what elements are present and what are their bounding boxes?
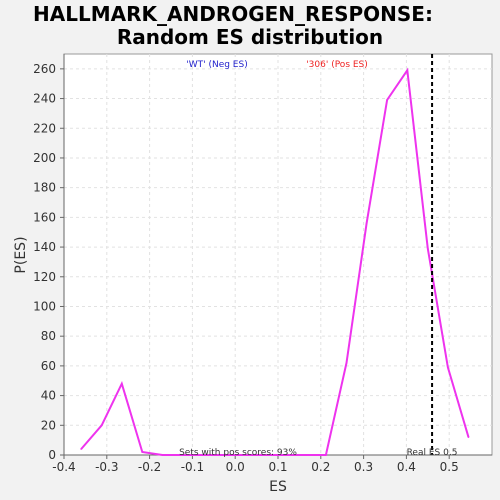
y-tick-label: 40 xyxy=(41,389,56,403)
data-point xyxy=(447,366,449,369)
y-axis-ticks: 0 20 40 60 80 100 120 140 160 180 200 220 240 260 xyxy=(33,62,64,462)
x-axis-label: ES xyxy=(269,479,287,495)
data-point xyxy=(305,454,307,456)
data-point xyxy=(80,448,82,450)
y-tick-label: 120 xyxy=(33,270,56,284)
x-tick-label: -0.1 xyxy=(181,460,204,474)
x-tick-label: 0.1 xyxy=(268,460,287,474)
data-point xyxy=(365,222,368,225)
legend-neg-label: 'WT' (Neg ES) xyxy=(186,60,247,70)
data-point xyxy=(406,69,409,72)
pos-scores-label: Sets with pos scores: 93% xyxy=(179,448,297,458)
y-tick-label: 160 xyxy=(33,210,56,224)
y-tick-label: 240 xyxy=(33,92,56,106)
chart-subtitle: Random ES distribution xyxy=(117,25,383,49)
data-point xyxy=(161,454,164,456)
data-point xyxy=(243,454,246,456)
data-point xyxy=(223,454,225,456)
y-tick-label: 80 xyxy=(41,329,56,343)
y-tick-label: 140 xyxy=(33,240,56,254)
y-axis-label: P(ES) xyxy=(13,236,29,273)
x-tick-label: -0.4 xyxy=(52,460,75,474)
x-tick-label: 0.4 xyxy=(397,460,416,474)
y-tick-label: 60 xyxy=(41,359,56,373)
x-axis-ticks: -0.4 -0.3 -0.2 -0.1 0.0 0.1 0.2 0.3 0.4 0.5 xyxy=(52,455,459,474)
data-point xyxy=(141,451,144,453)
x-tick-label: 0.3 xyxy=(354,460,373,474)
data-point xyxy=(202,454,205,456)
data-point xyxy=(325,454,327,456)
y-tick-label: 100 xyxy=(33,299,56,313)
x-tick-label: -0.3 xyxy=(95,460,118,474)
x-tick-label: 0.2 xyxy=(311,460,330,474)
data-point xyxy=(284,454,287,456)
data-point xyxy=(100,424,103,427)
data-point xyxy=(467,436,470,438)
data-point xyxy=(345,362,348,364)
x-tick-label: 0.5 xyxy=(440,460,459,474)
legend-pos-label: '306' (Pos ES) xyxy=(306,60,368,70)
series-line xyxy=(80,67,470,456)
y-tick-label: 20 xyxy=(41,418,56,432)
y-tick-label: 260 xyxy=(33,62,56,76)
y-tick-label: 200 xyxy=(33,151,56,165)
x-tick-label: -0.2 xyxy=(138,460,161,474)
y-tick-label: 180 xyxy=(33,181,56,195)
data-point xyxy=(264,454,266,456)
real-es-label: Real ES 0.5 xyxy=(407,448,458,458)
y-tick-label: 0 xyxy=(48,448,56,462)
data-point xyxy=(386,99,388,101)
chart-title: HALLMARK_ANDROGEN_RESPONSE: xyxy=(33,2,433,26)
data-point xyxy=(120,382,123,385)
y-tick-label: 220 xyxy=(33,121,56,135)
data-point xyxy=(182,454,184,456)
data-point xyxy=(427,247,429,250)
series-group xyxy=(80,67,470,456)
x-tick-label: 0.0 xyxy=(226,460,245,474)
